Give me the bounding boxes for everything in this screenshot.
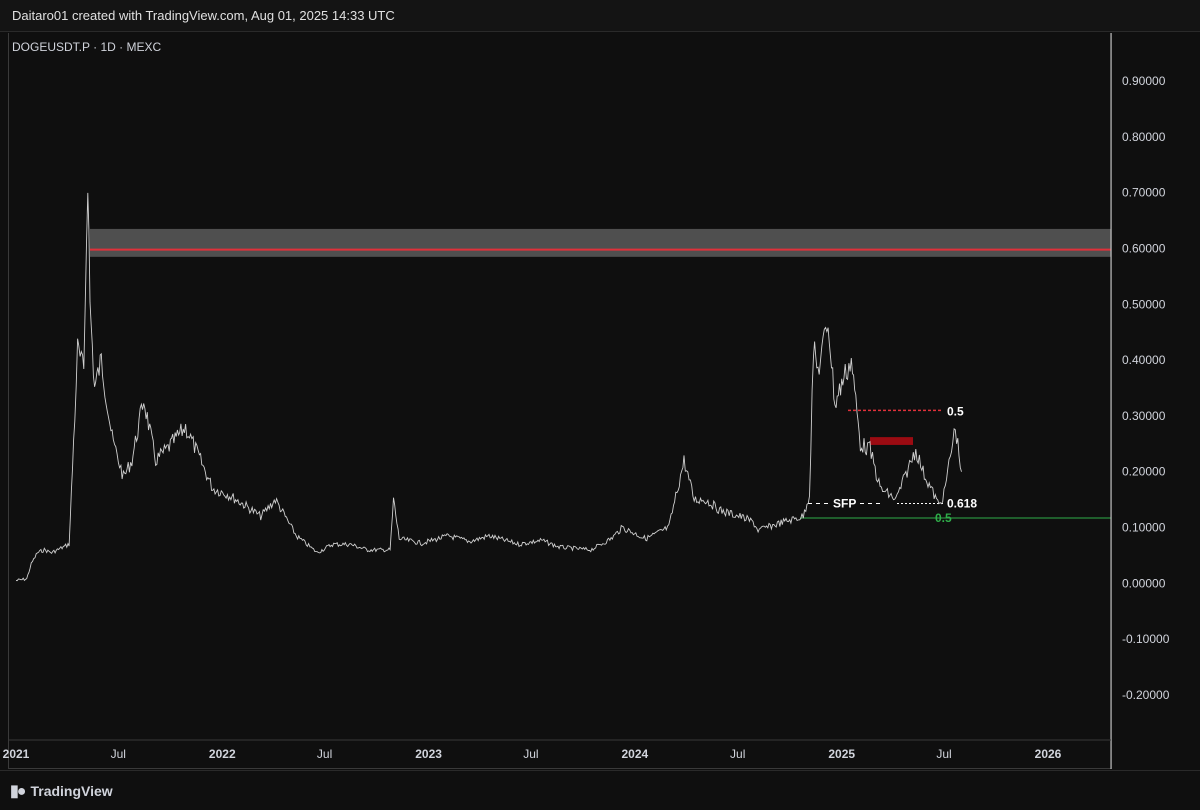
- y-tick-label: -0.20000: [1122, 688, 1170, 702]
- y-tick-label: 0.70000: [1122, 186, 1166, 200]
- y-tick-label: 0.10000: [1122, 521, 1166, 535]
- resistance-zone: [90, 228, 1111, 257]
- y-tick-label: 0.20000: [1122, 465, 1166, 479]
- attribution-bar: Daitaro01 created with TradingView.com, …: [0, 0, 1200, 32]
- x-tick-label: 2024: [622, 747, 649, 761]
- y-tick-label: 0.40000: [1122, 353, 1166, 367]
- y-tick-label: 0.50000: [1122, 297, 1166, 311]
- x-tick-label: Jul: [936, 747, 951, 761]
- tradingview-brand: TradingView: [30, 783, 113, 799]
- symbol-info: DOGEUSDT.P · 1D · MEXC: [12, 40, 162, 54]
- x-tick-label: 2021: [3, 747, 30, 761]
- tradingview-logo-icon: ▮●: [10, 783, 27, 800]
- sfp-label: SFP: [833, 497, 856, 511]
- y-tick-label: 0.00000: [1122, 576, 1166, 590]
- x-tick-label: Jul: [730, 747, 745, 761]
- x-tick-label: Jul: [317, 747, 332, 761]
- x-tick-label: 2025: [828, 747, 855, 761]
- x-tick-label: 2022: [209, 747, 236, 761]
- x-tick-label: 2023: [415, 747, 442, 761]
- fib-level-green-label: 0.5: [935, 511, 952, 525]
- fib-level-white-label: 0.618: [947, 497, 977, 511]
- price-series-line: [15, 192, 962, 582]
- attribution-text: Daitaro01 created with TradingView.com, …: [12, 8, 395, 23]
- y-tick-label: 0.90000: [1122, 74, 1166, 88]
- x-tick-label: Jul: [111, 747, 126, 761]
- y-tick-label: 0.30000: [1122, 409, 1166, 423]
- y-tick-label: 0.60000: [1122, 241, 1166, 255]
- x-tick-label: 2026: [1035, 747, 1062, 761]
- footer: ▮● TradingView: [0, 770, 1200, 810]
- y-tick-label: 0.80000: [1122, 130, 1166, 144]
- y-tick-label: -0.10000: [1122, 632, 1170, 646]
- tradingview-logo[interactable]: ▮● TradingView: [10, 781, 113, 801]
- x-tick-label: Jul: [523, 747, 538, 761]
- fib-level-red-label: 0.5: [947, 404, 964, 418]
- supply-block: [870, 437, 913, 445]
